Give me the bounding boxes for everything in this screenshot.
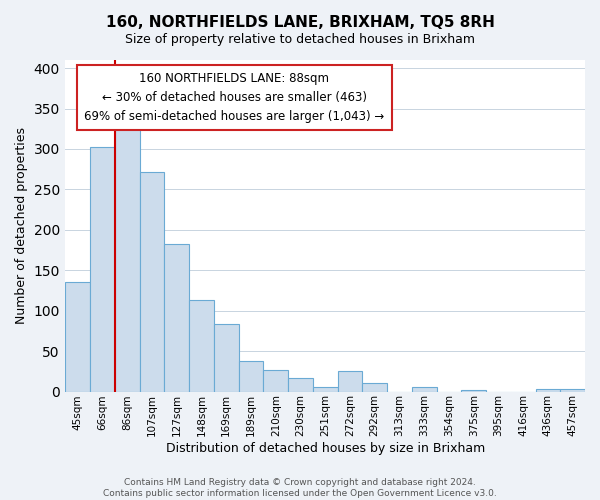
Bar [560,389,585,392]
Bar [313,388,338,392]
Bar [362,384,387,392]
Text: 160, NORTHFIELDS LANE, BRIXHAM, TQ5 8RH: 160, NORTHFIELDS LANE, BRIXHAM, TQ5 8RH [106,15,494,30]
Bar [461,390,486,392]
Bar [90,148,115,392]
Bar [263,370,288,392]
Text: 160 NORTHFIELDS LANE: 88sqm
← 30% of detached houses are smaller (463)
69% of se: 160 NORTHFIELDS LANE: 88sqm ← 30% of det… [84,72,385,122]
Y-axis label: Number of detached properties: Number of detached properties [15,128,28,324]
Bar [338,372,362,392]
Bar [239,361,263,392]
Bar [189,300,214,392]
Text: Contains HM Land Registry data © Crown copyright and database right 2024.
Contai: Contains HM Land Registry data © Crown c… [103,478,497,498]
Text: Size of property relative to detached houses in Brixham: Size of property relative to detached ho… [125,32,475,46]
Bar [288,378,313,392]
Bar [214,324,239,392]
Bar [115,126,140,392]
Bar [65,282,90,392]
Bar [164,244,189,392]
Bar [536,389,560,392]
Bar [140,172,164,392]
X-axis label: Distribution of detached houses by size in Brixham: Distribution of detached houses by size … [166,442,485,455]
Bar [412,386,437,392]
